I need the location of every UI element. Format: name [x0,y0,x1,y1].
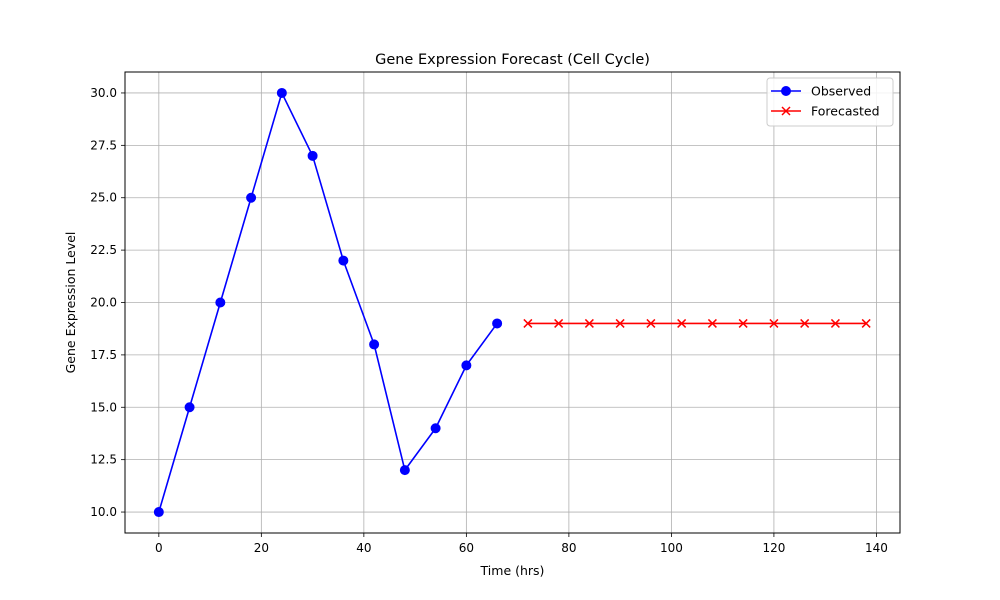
x-marker-stroke [800,318,810,328]
y-tick-label: 25.0 [90,191,117,205]
forecasted-point [861,318,871,328]
x-tick-label: 60 [459,541,474,555]
x-marker-stroke [646,318,656,328]
observed-point [430,423,441,434]
observed-point [399,465,410,476]
y-axis-label: Gene Expression Level [63,232,78,374]
forecasted-point [800,318,810,328]
x-tick-label: 20 [254,541,269,555]
forecasted-point [707,318,717,328]
observed-point [307,150,318,161]
observed-point [369,339,380,350]
x-marker-stroke [615,318,625,328]
x-tick-label: 0 [155,541,163,555]
legend-swatch-marker [781,106,791,116]
x-marker-stroke [707,318,717,328]
observed-line [158,92,498,513]
y-tick-label: 27.5 [90,138,117,152]
forecasted-series [523,318,871,328]
series-layer [153,87,871,518]
forecasted-point [769,318,779,328]
y-tick-label: 30.0 [90,86,117,100]
x-tick-label: 140 [865,541,888,555]
legend-swatch-marker [781,86,791,96]
observed-point [492,318,503,329]
legend-box [766,77,894,127]
observed-point [246,192,257,203]
observed-series [153,87,503,518]
legend-entries: Observed Forecasted [771,84,880,119]
legend-item-observed: Observed [771,84,871,99]
grid [125,72,900,533]
x-marker-stroke [523,318,533,328]
x-marker-stroke [584,318,594,328]
forecasted-point [554,318,564,328]
x-tick-label: 120 [762,541,785,555]
x-marker-stroke [861,318,871,328]
y-tick-label: 17.5 [90,348,117,362]
x-marker-stroke [738,318,748,328]
x-marker-stroke [830,318,840,328]
y-tick-label: 15.0 [90,400,117,414]
y-tick-label: 20.0 [90,296,117,310]
chart-title: Gene Expression Forecast (Cell Cycle) [375,52,650,68]
y-tick-label: 10.0 [90,505,117,519]
observed-point [338,255,349,266]
x-tick-label: 80 [561,541,576,555]
legend-label: Forecasted [811,104,880,119]
forecasted-point [584,318,594,328]
y-tick-label: 12.5 [90,453,117,467]
x-tick-label: 100 [660,541,683,555]
forecasted-point [646,318,656,328]
observed-point [153,507,164,518]
x-marker-stroke [769,318,779,328]
legend: Observed Forecasted [766,77,894,127]
forecasted-point [830,318,840,328]
x-marker-stroke [781,106,791,116]
observed-point [276,87,287,98]
forecasted-point [615,318,625,328]
forecasted-point [738,318,748,328]
x-marker-stroke [677,318,687,328]
observed-point [461,360,472,371]
x-tick-label: 40 [356,541,371,555]
x-axis-ticks: 0 20 40 60 80 100 120 140 [155,533,888,555]
observed-point [184,402,195,413]
y-axis-ticks: 10.0 12.5 15.0 17.5 20.0 22.5 25.0 27.5 30.0 [90,86,125,519]
y-tick-label: 22.5 [90,243,117,257]
x-axis-label: Time (hrs) [480,563,545,578]
forecasted-point [523,318,533,328]
observed-point [215,297,226,308]
legend-label: Observed [811,84,871,99]
forecasted-point [677,318,687,328]
x-marker-stroke [554,318,564,328]
legend-item-forecasted: Forecasted [771,104,880,119]
